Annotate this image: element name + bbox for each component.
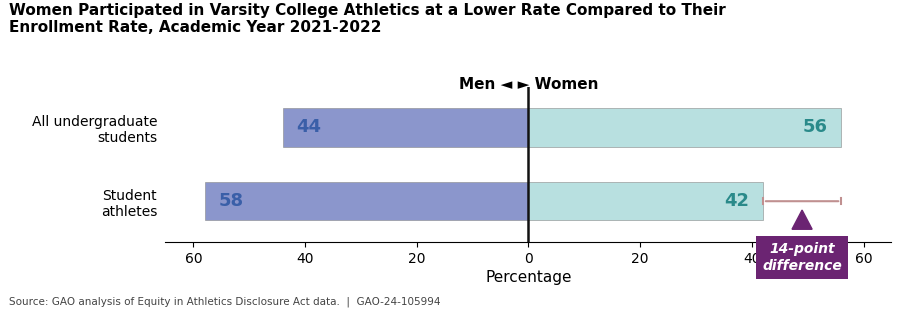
Text: 44: 44 [297, 118, 322, 136]
Text: Women Participated in Varsity College Athletics at a Lower Rate Compared to Thei: Women Participated in Varsity College At… [9, 3, 726, 36]
Bar [528, 108, 841, 147]
Polygon shape [792, 210, 812, 229]
Text: Men ◄ ► Women: Men ◄ ► Women [459, 77, 598, 92]
Text: 56: 56 [802, 118, 827, 136]
Text: Source: GAO analysis of Equity in Athletics Disclosure Act data.  |  GAO-24-1059: Source: GAO analysis of Equity in Athlet… [9, 296, 441, 307]
Bar [528, 182, 763, 220]
Bar [205, 182, 528, 220]
X-axis label: Percentage: Percentage [485, 270, 572, 285]
Text: 42: 42 [724, 192, 749, 210]
Text: 58: 58 [219, 192, 244, 210]
Bar [283, 108, 528, 147]
Text: 14-point
difference: 14-point difference [762, 242, 842, 273]
